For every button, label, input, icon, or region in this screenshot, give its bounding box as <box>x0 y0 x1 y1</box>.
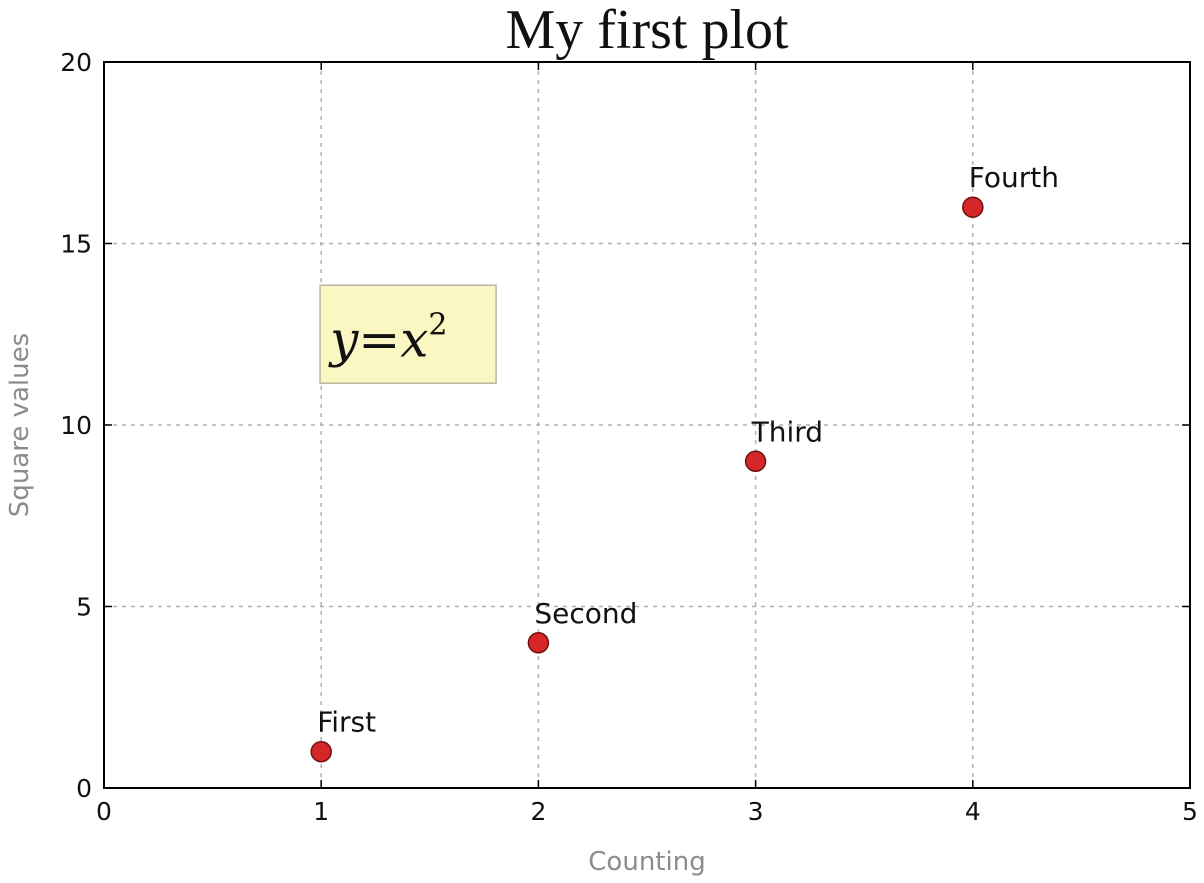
y-tick-label: 0 <box>76 774 92 803</box>
data-point-label: Third <box>751 415 823 448</box>
data-point-label: Second <box>534 597 637 630</box>
x-axis-label: Counting <box>588 847 705 877</box>
data-point <box>527 632 550 654</box>
chart-title: My first plot <box>505 0 789 61</box>
data-point-label: Fourth <box>969 161 1059 194</box>
marks-layer: First Second Third Fourth <box>310 161 1059 763</box>
ticks-layer: 0 1 2 3 4 5 0 5 10 15 20 <box>60 48 1198 826</box>
data-point <box>744 450 767 473</box>
x-tick-label: 4 <box>965 797 981 826</box>
y-tick-label: 20 <box>60 48 92 77</box>
equation-box <box>319 284 497 384</box>
equation-superscript: 2 <box>428 307 447 342</box>
y-tick-label: 5 <box>76 593 92 622</box>
grid-layer <box>104 62 1190 788</box>
equation-base: y=x <box>328 310 428 368</box>
y-axis-label: Square values <box>5 333 35 517</box>
data-point-label: First <box>317 706 376 739</box>
x-tick-label: 3 <box>748 797 764 826</box>
data-point <box>310 740 332 763</box>
equation-annotation: y=x2 <box>319 284 497 384</box>
x-tick-label: 2 <box>530 797 546 826</box>
data-point <box>962 196 984 218</box>
x-tick-label: 1 <box>313 797 329 826</box>
x-tick-label: 0 <box>96 797 112 826</box>
y-tick-label: 15 <box>60 230 92 259</box>
y-tick-label: 10 <box>60 411 92 440</box>
x-tick-label: 5 <box>1182 797 1198 826</box>
equation-text: y=x2 <box>328 307 447 368</box>
